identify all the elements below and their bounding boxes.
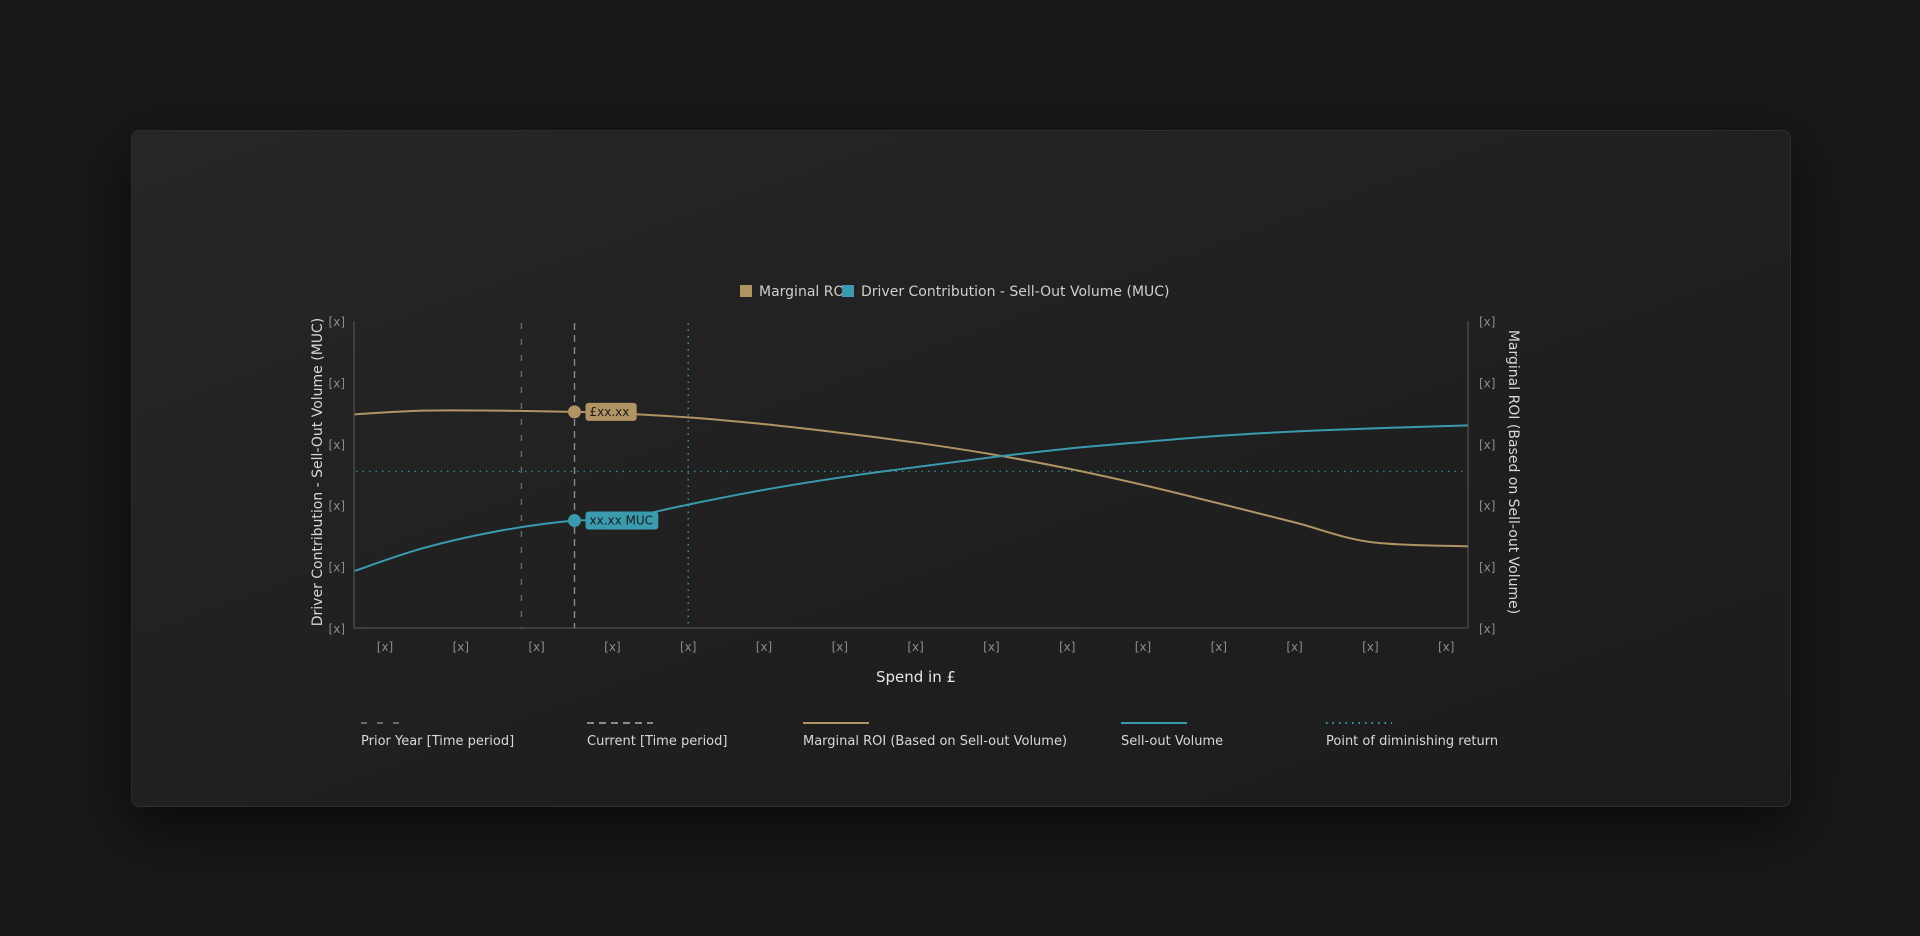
x-tick-label: [x] bbox=[528, 640, 544, 654]
marker-label-box bbox=[585, 511, 659, 530]
y-tick-label-right: [x] bbox=[1479, 622, 1495, 636]
legend-marginal-roi-label: Marginal ROI bbox=[759, 284, 849, 300]
y-tick-label-left: [x] bbox=[329, 376, 345, 390]
y-ticks-right: [x] [x] [x] [x] [x] [x] bbox=[1479, 315, 1495, 636]
point-markers: £xx.xx xx.xx MUC bbox=[568, 402, 659, 530]
chart-card: Marginal ROI Driver Contribution - Sell-… bbox=[131, 130, 1791, 807]
y-tick-label-left: [x] bbox=[329, 561, 345, 575]
y-tick-label-right: [x] bbox=[1479, 561, 1495, 575]
y-tick-label-right: [x] bbox=[1479, 499, 1495, 513]
marker-label-box bbox=[585, 402, 637, 421]
marker-point bbox=[568, 405, 581, 419]
x-tick-label: [x] bbox=[1135, 640, 1151, 654]
x-ticks: [x] [x] [x] [x] [x] [x] [x] [x] [x] [x] [x] [x] [x] [… bbox=[377, 640, 1455, 654]
x-tick-label: [x] bbox=[604, 640, 620, 654]
y-ticks-left: [x] [x] [x] [x] [x] [x] bbox=[329, 315, 345, 636]
y-tick-label-right: [x] bbox=[1479, 315, 1495, 329]
x-tick-label: [x] bbox=[983, 640, 999, 654]
legend-bottom-label: Prior Year [Time period] bbox=[361, 734, 514, 749]
x-tick-label: [x] bbox=[377, 640, 393, 654]
y-tick-label-right: [x] bbox=[1479, 376, 1495, 390]
x-tick-label: [x] bbox=[1059, 640, 1075, 654]
x-axis-title: Spend in £ bbox=[876, 668, 956, 686]
marker-point bbox=[568, 514, 581, 528]
legend-bottom-label: Marginal ROI (Based on Sell-out Volume) bbox=[803, 734, 1067, 749]
legend-marginal-roi-swatch bbox=[740, 285, 752, 297]
sell-out-volume-line bbox=[354, 424, 1469, 572]
marginal-roi-based-on-sell-out-volume--line bbox=[354, 409, 1469, 548]
y-tick-label-right: [x] bbox=[1479, 438, 1495, 452]
x-tick-label: [x] bbox=[680, 640, 696, 654]
y-tick-label-left: [x] bbox=[329, 438, 345, 452]
chart-svg: Marginal ROI Driver Contribution - Sell-… bbox=[310, 284, 1521, 749]
x-tick-label: [x] bbox=[1211, 640, 1227, 654]
y-tick-label-left: [x] bbox=[329, 622, 345, 636]
series-lines bbox=[354, 409, 1469, 572]
legend-bottom-label: Point of diminishing return bbox=[1326, 734, 1498, 749]
x-tick-label: [x] bbox=[907, 640, 923, 654]
marker-label: £xx.xx bbox=[590, 405, 630, 419]
legend-driver-contribution-label: Driver Contribution - Sell-Out Volume (M… bbox=[861, 284, 1170, 300]
x-tick-label: [x] bbox=[832, 640, 848, 654]
x-tick-label: [x] bbox=[1286, 640, 1302, 654]
x-tick-label: [x] bbox=[756, 640, 772, 654]
marker-label: xx.xx MUC bbox=[590, 514, 654, 528]
x-tick-label: [x] bbox=[1362, 640, 1378, 654]
legend-bottom: Prior Year [Time period] Current [Time pe… bbox=[361, 722, 1498, 749]
x-tick-label: [x] bbox=[453, 640, 469, 654]
x-tick-label: [x] bbox=[1438, 640, 1454, 654]
y-tick-label-left: [x] bbox=[329, 499, 345, 513]
y-axis-right-title: Marginal ROI (Based on Sell-out Volume) bbox=[1505, 330, 1521, 614]
y-tick-label-left: [x] bbox=[329, 315, 345, 329]
reference-lines bbox=[356, 323, 1466, 628]
y-axis-left-title: Driver Contribution - Sell-Out Volume (M… bbox=[310, 318, 326, 627]
legend-top: Marginal ROI Driver Contribution - Sell-… bbox=[740, 284, 1170, 300]
legend-bottom-label: Current [Time period] bbox=[587, 734, 727, 749]
legend-driver-contribution-swatch bbox=[842, 285, 854, 297]
legend-bottom-label: Sell-out Volume bbox=[1121, 734, 1223, 749]
